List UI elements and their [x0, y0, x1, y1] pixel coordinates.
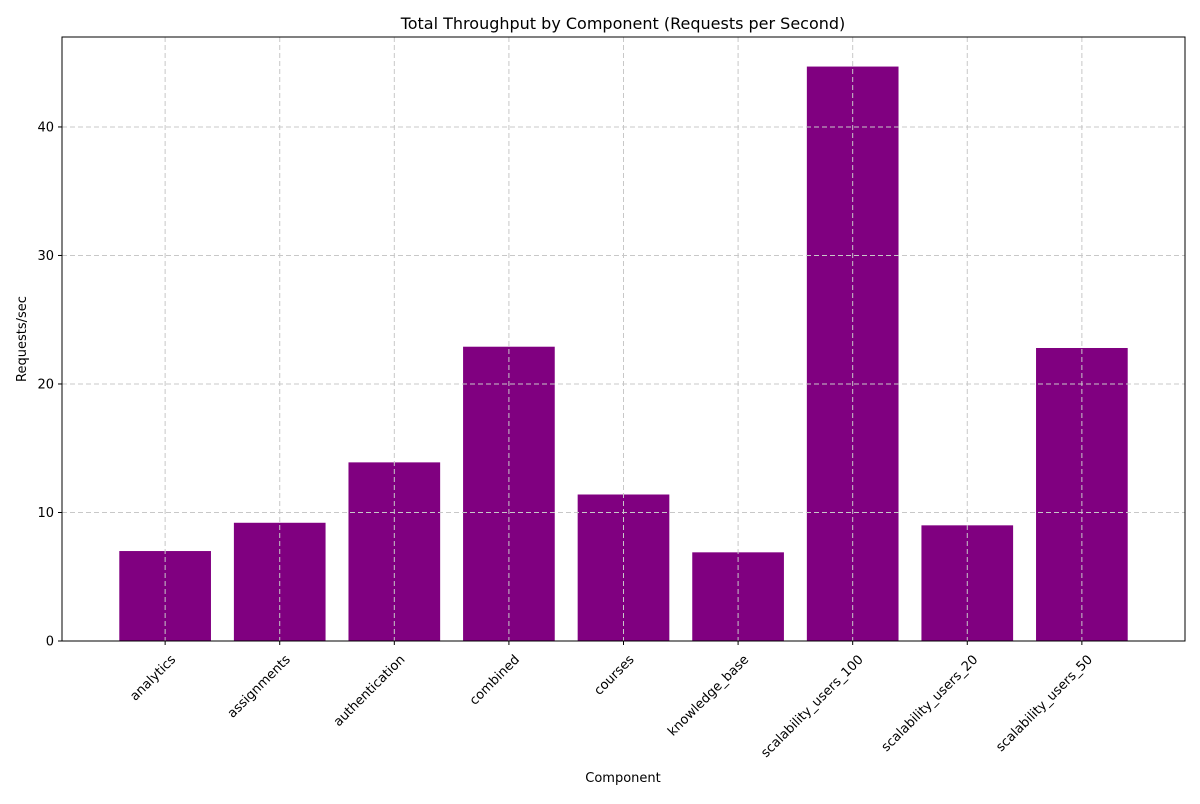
- chart-title: Total Throughput by Component (Requests …: [400, 14, 846, 33]
- bar-analytics: [119, 551, 211, 641]
- y-tick-label: 20: [37, 377, 54, 392]
- y-tick-label: 10: [37, 506, 54, 521]
- x-tick-label: courses: [591, 652, 637, 698]
- x-tick-label: scalability_users_50: [993, 652, 1096, 755]
- axes: 0 10 20 30 40 analytics assignments authenticat…: [37, 36, 1186, 761]
- x-tick-label: assignments: [225, 652, 294, 721]
- x-tick-label: knowledge_base: [665, 652, 752, 739]
- x-axis-label: Component: [585, 771, 660, 786]
- y-tick-label: 30: [37, 249, 54, 264]
- y-axis-label: Requests/sec: [15, 296, 30, 382]
- x-tick-label: analytics: [127, 652, 179, 704]
- grid-lines: [62, 37, 1185, 642]
- y-tick-label: 40: [37, 120, 54, 135]
- x-tick-label: scalability_users_100: [758, 652, 866, 760]
- x-tick-label: authentication: [331, 652, 408, 729]
- x-tick-label: scalability_users_20: [879, 652, 982, 755]
- y-tick-label: 0: [46, 635, 54, 650]
- x-tick-label: combined: [467, 652, 523, 708]
